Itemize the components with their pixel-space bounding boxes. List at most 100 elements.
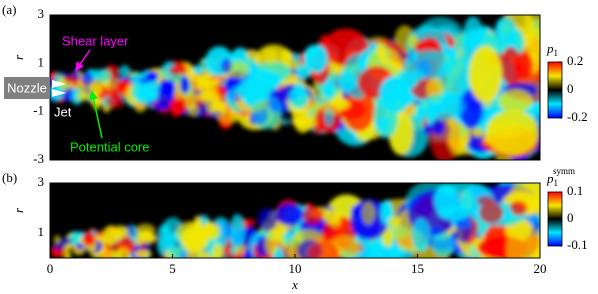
field-blob: [82, 71, 94, 87]
field-blob: [192, 64, 204, 74]
field-blob: [243, 249, 253, 258]
y-tick-label: 1: [38, 224, 45, 239]
field-blob: [159, 80, 176, 97]
x-tick-label: 10: [289, 261, 302, 276]
field-blob: [251, 94, 283, 130]
field-blob: [261, 72, 283, 89]
field-blob: [306, 44, 328, 74]
panel-label: (b): [2, 170, 17, 185]
field-blob: [64, 252, 72, 258]
field-blob: [180, 75, 190, 94]
colorbar-tick-label: 0: [567, 81, 574, 96]
y-tick-label: -1: [33, 103, 44, 118]
field-blob: [168, 66, 188, 76]
field-blob: [69, 230, 82, 247]
field-blob: [76, 242, 84, 250]
colorbar-label-subscript: 1: [554, 178, 559, 188]
field-blob: [119, 65, 131, 78]
field-blob: [53, 235, 61, 245]
field-blob: [204, 222, 221, 241]
field-blob: [133, 250, 152, 258]
colorbar-label: p1: [546, 41, 558, 58]
field-blob: [76, 91, 92, 102]
annotation-arrow: [75, 49, 91, 72]
colorbar-label-base: p: [546, 41, 554, 56]
field-blob: [272, 221, 288, 236]
field: [50, 15, 540, 160]
colorbar-tick-label: 0: [567, 210, 574, 225]
field-blob: [513, 51, 534, 80]
x-tick-label: 5: [169, 261, 176, 276]
field-blob: [229, 213, 246, 248]
y-tick-label: 3: [38, 6, 45, 21]
field-blob: [411, 218, 431, 253]
field-blob: [459, 89, 483, 129]
y-tick-label: -3: [33, 151, 44, 166]
field-blob: [431, 119, 446, 136]
field-blob: [361, 201, 375, 225]
panel-label: (a): [2, 2, 16, 17]
field-blob: [53, 242, 65, 251]
field-blob: [295, 64, 311, 80]
field-blob: [244, 226, 256, 234]
y-tick-label: 1: [38, 54, 45, 69]
y-tick-label: 3: [38, 174, 45, 189]
field-blob: [204, 80, 219, 114]
annotation: Potential core: [70, 139, 150, 154]
field-blob: [509, 200, 528, 216]
field-blob: [64, 241, 71, 254]
field-blob: [485, 120, 527, 138]
field-blob: [135, 91, 153, 105]
field-blob: [388, 216, 401, 228]
colorbar-label-subscript: 1: [554, 48, 559, 58]
field-blob: [381, 76, 406, 104]
field-blob: [182, 221, 210, 251]
field-blob: [437, 205, 471, 221]
field-blob: [264, 230, 279, 256]
x-tick-label: 15: [411, 261, 424, 276]
field-blob: [447, 117, 456, 128]
field-blob: [221, 58, 232, 74]
colorbar-tick-label: 0.1: [567, 183, 583, 198]
field-blob: [257, 207, 277, 232]
field-blob: [307, 240, 340, 258]
field-blob: [139, 230, 154, 244]
field-blob: [72, 74, 79, 88]
colorbar-tick-label: -0.1: [567, 237, 588, 252]
colorbar-label-base: p: [546, 171, 554, 186]
field-blob: [144, 79, 161, 94]
field-blob: [403, 49, 456, 80]
y-axis-label: r: [11, 207, 26, 213]
colorbar-label: p1 symm: [546, 166, 575, 188]
field-blob: [423, 123, 433, 136]
annotation: Nozzle: [7, 80, 47, 95]
field-blob: [130, 71, 145, 81]
field-blob: [387, 244, 404, 258]
field-blob: [472, 127, 485, 138]
annotation: Shear layer: [62, 33, 129, 48]
field-blob: [498, 89, 533, 113]
field-blob: [145, 70, 159, 82]
field-blob: [262, 48, 279, 64]
x-tick-label: 20: [534, 261, 547, 276]
field-blob: [211, 242, 223, 258]
colorbar-tick-label: -0.2: [567, 109, 588, 124]
x-tick-label: 0: [47, 261, 54, 276]
field: [50, 183, 540, 258]
field-blob: [275, 203, 304, 226]
field-blob: [302, 206, 323, 225]
field-blob: [184, 88, 197, 111]
field-blob: [418, 93, 466, 121]
x-axis-label: x: [291, 277, 298, 292]
jet-arrows: [52, 80, 66, 97]
colorbar-tick-label: 0.2: [567, 53, 583, 68]
field-blob: [236, 78, 268, 103]
field-blob: [105, 95, 124, 109]
colorbar-label-superscript: symm: [553, 166, 575, 176]
field-blob: [448, 122, 469, 156]
field-blob: [157, 224, 172, 249]
annotation-arrow: [89, 90, 103, 139]
field-blob: [111, 225, 129, 240]
field-blob: [342, 86, 375, 132]
